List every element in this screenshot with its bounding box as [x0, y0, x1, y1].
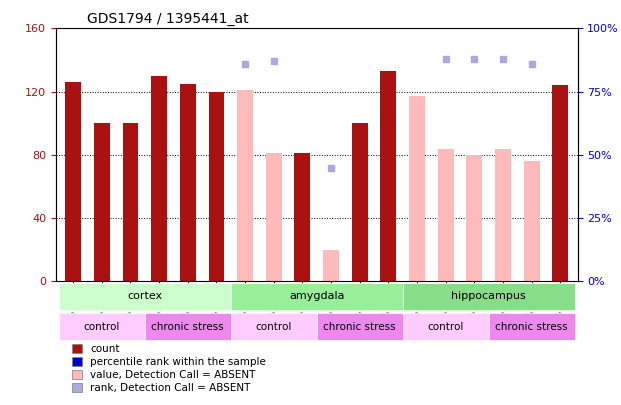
Bar: [524, 161, 540, 281]
Bar: [209, 92, 224, 281]
Bar: [180, 84, 196, 281]
FancyBboxPatch shape: [402, 283, 574, 310]
FancyBboxPatch shape: [231, 283, 402, 310]
Text: cortex: cortex: [127, 292, 162, 301]
Bar: [553, 85, 568, 281]
Bar: [266, 153, 281, 281]
Bar: [294, 153, 310, 281]
Text: control: control: [84, 322, 120, 332]
Text: amygdala: amygdala: [289, 292, 345, 301]
Bar: [409, 96, 425, 281]
Text: chronic stress: chronic stress: [152, 322, 224, 332]
Text: chronic stress: chronic stress: [324, 322, 396, 332]
FancyBboxPatch shape: [402, 313, 489, 340]
Text: GDS1794 / 1395441_at: GDS1794 / 1395441_at: [87, 12, 249, 26]
FancyBboxPatch shape: [145, 313, 231, 340]
FancyBboxPatch shape: [489, 313, 574, 340]
Bar: [381, 71, 396, 281]
Bar: [151, 76, 167, 281]
Bar: [438, 149, 453, 281]
Bar: [352, 123, 368, 281]
Bar: [466, 155, 483, 281]
Bar: [94, 123, 110, 281]
Bar: [65, 82, 81, 281]
Bar: [323, 250, 339, 281]
FancyBboxPatch shape: [231, 313, 317, 340]
Bar: [495, 149, 511, 281]
Bar: [237, 90, 253, 281]
FancyBboxPatch shape: [317, 313, 402, 340]
Text: control: control: [427, 322, 464, 332]
FancyBboxPatch shape: [59, 313, 145, 340]
Text: hippocampus: hippocampus: [451, 292, 526, 301]
Text: control: control: [255, 322, 292, 332]
Bar: [122, 123, 138, 281]
Text: chronic stress: chronic stress: [496, 322, 568, 332]
FancyBboxPatch shape: [59, 283, 231, 310]
Legend: count, percentile rank within the sample, value, Detection Call = ABSENT, rank, : count, percentile rank within the sample…: [71, 344, 266, 393]
